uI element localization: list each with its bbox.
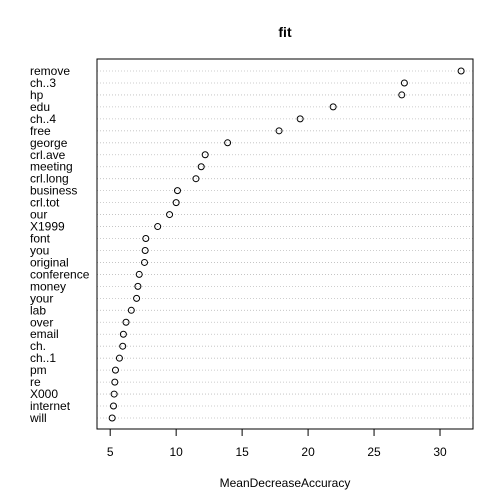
category-label: ch..3 [30,76,56,90]
category-label: meeting [30,160,73,174]
data-point [122,318,130,326]
data-point [110,390,118,398]
data-point [119,342,127,350]
x-axis: 5 10 15 20 25 30 [107,428,447,459]
category-label: lab [30,303,46,317]
data-point [140,258,148,266]
category-label: X1999 [30,220,65,234]
x-tick-label: 25 [367,445,381,459]
data-point [192,175,200,183]
category-label: original [30,255,69,269]
data-point [166,211,174,219]
plot-frame [96,58,474,430]
category-label: edu [30,100,50,114]
data-point [400,79,408,87]
grid-lines [97,70,473,419]
data-point [329,103,337,111]
x-tick-label: 30 [433,445,447,459]
chart-title: fit [278,24,292,40]
category-label: free [30,124,51,138]
category-label: ch..1 [30,351,56,365]
category-label: internet [30,399,71,413]
data-point [224,139,232,147]
category-label: our [30,208,47,222]
category-label: crl.long [30,172,69,186]
data-point [111,366,119,374]
data-point [201,151,209,159]
category-label: crl.tot [30,196,60,210]
data-point [133,294,141,302]
category-label: hp [30,88,44,102]
category-label: your [30,291,53,305]
data-point [154,223,162,231]
data-point [134,282,142,290]
data-point [197,163,205,171]
category-label: ch. [30,339,46,353]
data-point [142,235,150,243]
category-label: font [30,232,51,246]
category-label: over [30,315,53,329]
data-point [135,270,143,278]
data-point [127,306,135,314]
category-label: money [30,279,66,293]
category-label: crl.ave [30,148,66,162]
x-axis-label: MeanDecreaseAccuracy [220,476,351,490]
category-label: re [30,375,41,389]
category-label: you [30,243,49,257]
data-point [457,67,465,75]
data-point [108,414,116,422]
data-point [119,330,127,338]
x-tick-label: 20 [301,445,315,459]
category-label: george [30,136,68,150]
data-point [109,402,117,410]
data-point [275,127,283,135]
category-label: remove [30,64,70,78]
data-point [296,115,304,123]
x-tick-label: 10 [169,445,183,459]
x-tick-label: 15 [235,445,249,459]
data-point [172,199,180,207]
data-point [111,378,119,386]
category-label: ch..4 [30,112,56,126]
category-label: pm [30,363,47,377]
x-tick-label: 5 [107,445,114,459]
category-labels: removech..3hpeduch..4freegeorgecrl.aveme… [29,64,90,425]
data-point [141,246,149,254]
data-point [398,91,406,99]
category-label: email [30,327,59,341]
data-point [173,187,181,195]
category-label: will [29,411,47,425]
data-points [108,67,465,422]
data-point [115,354,123,362]
category-label: X000 [30,387,58,401]
category-label: business [30,184,77,198]
category-label: conference [30,267,90,281]
